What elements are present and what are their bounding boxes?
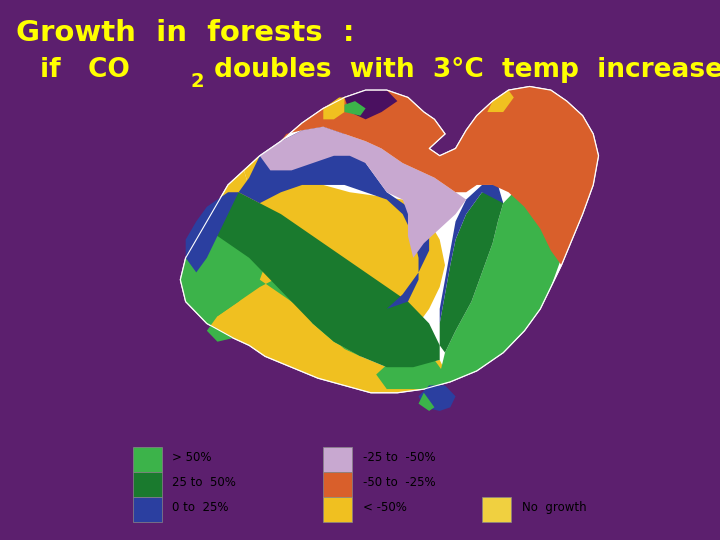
Polygon shape xyxy=(440,192,562,382)
Polygon shape xyxy=(238,126,429,309)
Polygon shape xyxy=(207,192,440,367)
Text: < -50%: < -50% xyxy=(363,501,407,514)
FancyBboxPatch shape xyxy=(132,497,162,522)
Polygon shape xyxy=(440,192,503,353)
Polygon shape xyxy=(418,393,434,411)
FancyBboxPatch shape xyxy=(482,497,511,522)
Text: 25 to  50%: 25 to 50% xyxy=(173,476,236,489)
Polygon shape xyxy=(376,353,450,389)
Text: 2: 2 xyxy=(191,72,204,91)
Polygon shape xyxy=(440,185,503,323)
Polygon shape xyxy=(260,126,466,258)
FancyBboxPatch shape xyxy=(323,447,352,472)
Polygon shape xyxy=(323,97,344,119)
Polygon shape xyxy=(244,156,445,356)
Text: 0 to  25%: 0 to 25% xyxy=(173,501,229,514)
Polygon shape xyxy=(181,229,371,356)
Text: -50 to  -25%: -50 to -25% xyxy=(363,476,436,489)
Text: if   CO: if CO xyxy=(40,57,130,83)
Polygon shape xyxy=(418,386,456,411)
Polygon shape xyxy=(281,86,598,265)
Text: -25 to  -50%: -25 to -50% xyxy=(363,451,436,464)
Polygon shape xyxy=(186,258,360,356)
FancyBboxPatch shape xyxy=(132,472,162,497)
Text: doubles  with  3°C  temp  increase: doubles with 3°C temp increase xyxy=(205,57,720,83)
Polygon shape xyxy=(487,90,514,112)
FancyBboxPatch shape xyxy=(132,447,162,472)
FancyBboxPatch shape xyxy=(323,472,352,497)
FancyBboxPatch shape xyxy=(323,497,352,522)
Text: Growth  in  forests  :: Growth in forests : xyxy=(16,19,354,47)
Polygon shape xyxy=(186,192,238,272)
Polygon shape xyxy=(344,90,397,119)
Polygon shape xyxy=(344,101,366,116)
Polygon shape xyxy=(181,86,598,393)
Text: No  growth: No growth xyxy=(522,501,586,514)
Text: > 50%: > 50% xyxy=(173,451,212,464)
Polygon shape xyxy=(181,171,450,393)
